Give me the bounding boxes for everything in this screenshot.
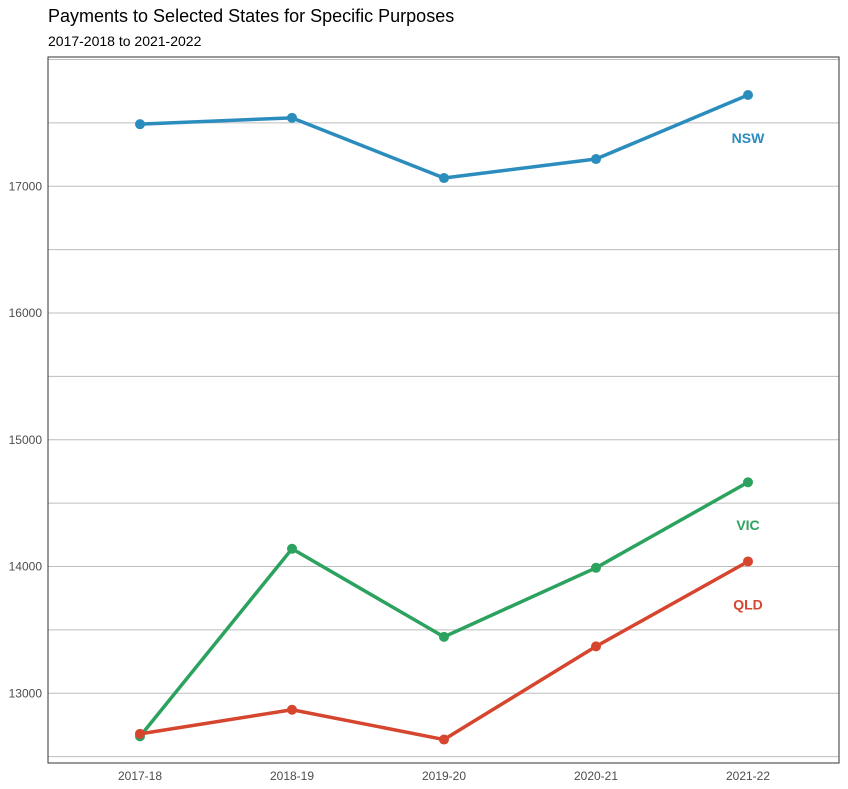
qld-data-point bbox=[439, 734, 449, 745]
nsw-series-label: NSW bbox=[732, 130, 765, 146]
nsw-data-point bbox=[287, 112, 297, 123]
chart-title: Payments to Selected States for Specific… bbox=[48, 6, 455, 26]
vic-series-line bbox=[138, 480, 749, 738]
vic-data-point bbox=[591, 562, 601, 573]
qld-data-point bbox=[287, 704, 297, 715]
x-tick-label: 2020-21 bbox=[574, 769, 618, 783]
vic-data-point bbox=[287, 543, 297, 554]
chart-subtitle: 2017-2018 to 2021-2022 bbox=[48, 33, 202, 49]
y-tick-label: 13000 bbox=[9, 686, 43, 700]
nsw-data-point bbox=[743, 90, 753, 101]
axis-layer: 13000 14000 15000 16000 17000 2017-18 2018-19 2… bbox=[9, 179, 771, 783]
x-tick-label: 2021-22 bbox=[726, 769, 770, 783]
qld-data-point bbox=[743, 556, 753, 567]
nsw-data-point bbox=[591, 154, 601, 165]
nsw-series-line bbox=[139, 93, 749, 180]
qld-data-point bbox=[135, 728, 145, 739]
series-layer: NSW VIC QLD bbox=[135, 90, 765, 745]
y-tick-label: 14000 bbox=[9, 560, 43, 574]
nsw-data-point bbox=[135, 119, 145, 130]
x-tick-label: 2017-18 bbox=[118, 769, 162, 783]
plot-border bbox=[47, 56, 840, 764]
y-tick-label: 16000 bbox=[9, 306, 43, 320]
qld-data-point bbox=[591, 641, 601, 652]
vic-series-label: VIC bbox=[736, 517, 759, 533]
x-tick-label: 2018-19 bbox=[270, 769, 314, 783]
y-tick-label: 15000 bbox=[9, 433, 43, 447]
grid-lines bbox=[48, 59, 839, 758]
vic-data-point bbox=[439, 631, 449, 642]
x-tick-label: 2019-20 bbox=[422, 769, 466, 783]
qld-series-line bbox=[139, 559, 749, 742]
qld-series-label: QLD bbox=[733, 596, 763, 612]
y-tick-label: 17000 bbox=[9, 179, 43, 193]
nsw-data-point bbox=[439, 173, 449, 184]
vic-data-point bbox=[743, 477, 753, 488]
